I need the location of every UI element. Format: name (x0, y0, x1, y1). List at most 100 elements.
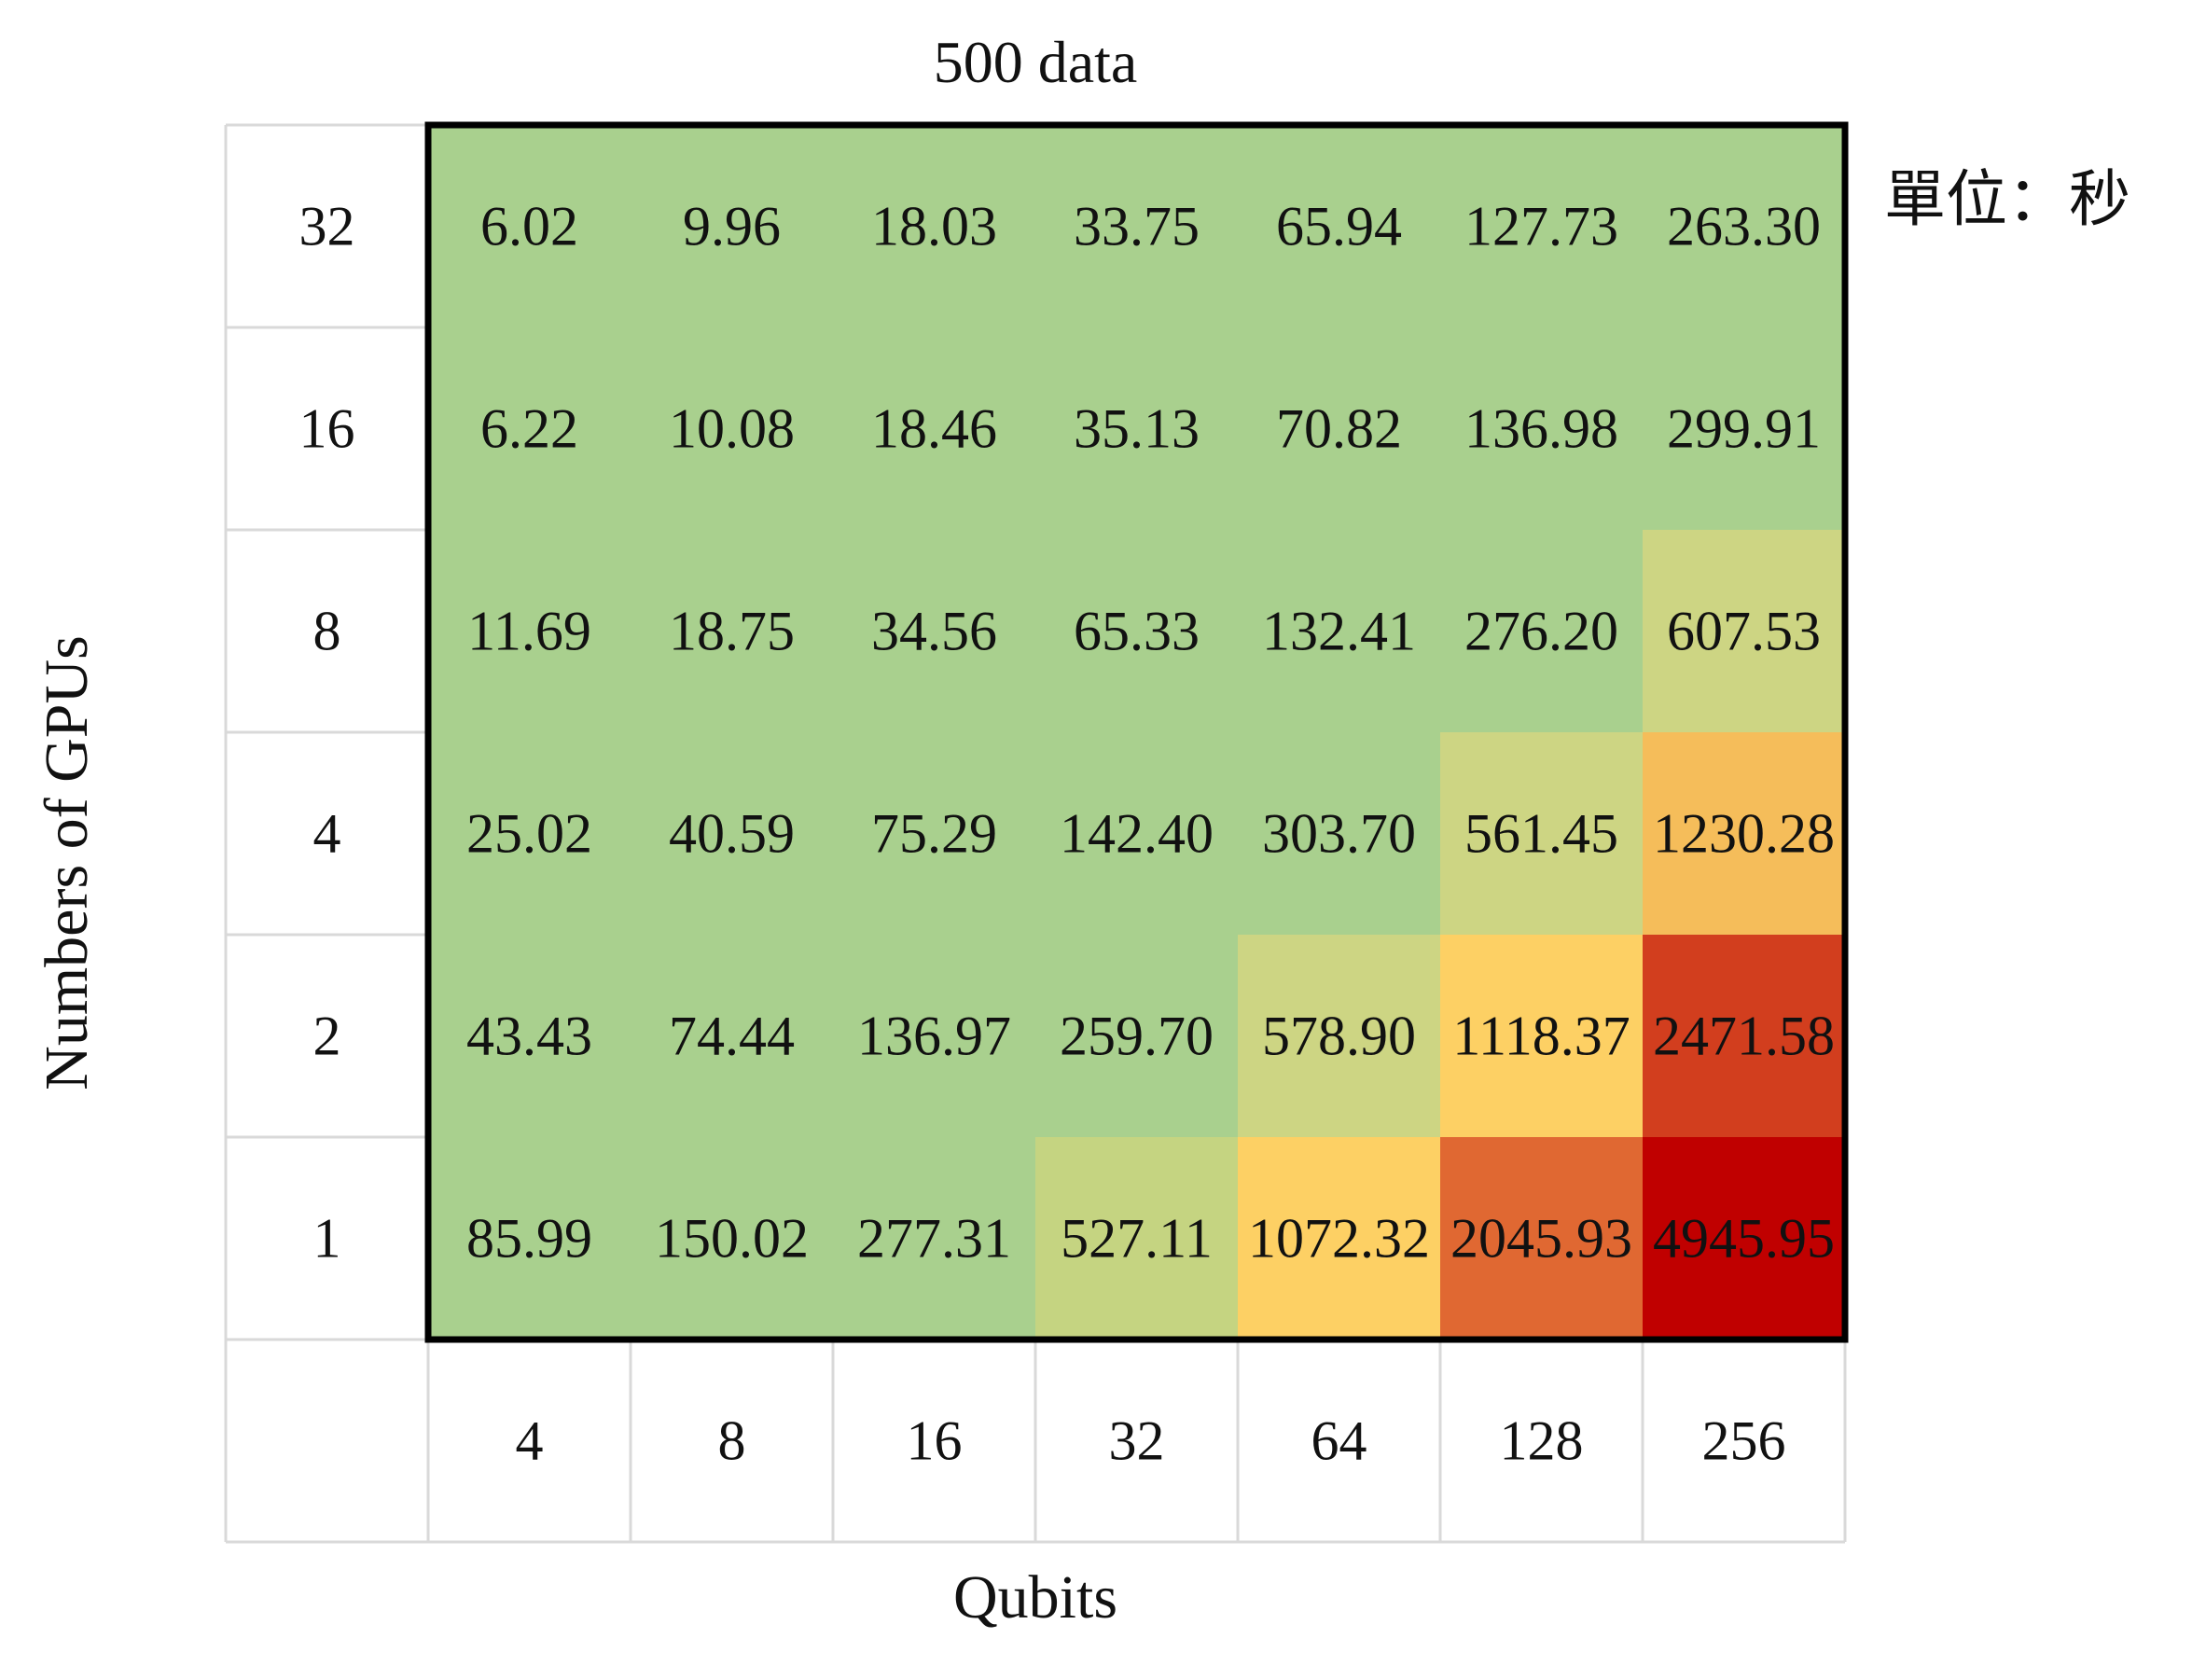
cell-value-label: 18.46 (871, 398, 997, 460)
cell-value-label: 527.11 (1061, 1208, 1213, 1270)
heatmap-cell (1643, 1137, 1846, 1340)
y-tick-label: 16 (299, 398, 355, 460)
cell-value-label: 65.33 (1074, 601, 1200, 662)
heatmap-cell (631, 327, 834, 531)
cell-value-label: 9.96 (683, 196, 781, 257)
heatmap-cell (833, 327, 1036, 531)
heatmap-cell (1643, 935, 1846, 1138)
y-tick-label: 1 (313, 1208, 341, 1270)
x-tick-label: 128 (1500, 1410, 1584, 1472)
cell-value-label: 6.22 (480, 398, 578, 460)
heatmap-cell (833, 125, 1036, 328)
cell-value-label: 136.98 (1464, 398, 1618, 460)
heatmap-cell (1238, 935, 1441, 1138)
heatmap-cell (833, 530, 1036, 733)
cell-value-label: 259.70 (1060, 1006, 1214, 1067)
heatmap-cell (1238, 327, 1441, 531)
heatmap-cell (1238, 125, 1441, 328)
cell-value-label: 561.45 (1464, 803, 1618, 865)
cell-value-label: 18.75 (669, 601, 795, 662)
cell-value-label: 74.44 (669, 1006, 795, 1067)
chart-title: 500 data (933, 29, 1138, 95)
heatmap-cell (1035, 935, 1239, 1138)
heatmap-cell (1440, 125, 1644, 328)
y-tick-label: 32 (299, 196, 355, 257)
heatmap-cell (833, 1137, 1036, 1340)
cell-value-label: 2045.93 (1450, 1208, 1632, 1270)
cell-value-label: 578.90 (1262, 1006, 1416, 1067)
x-tick-label: 16 (907, 1410, 963, 1472)
cell-value-label: 33.75 (1074, 196, 1200, 257)
cell-value-label: 607.53 (1667, 601, 1821, 662)
heatmap-cell (1238, 530, 1441, 733)
cell-value-label: 18.03 (871, 196, 997, 257)
heatmap-cell (1440, 935, 1644, 1138)
cell-value-label: 299.91 (1667, 398, 1821, 460)
heatmap-cell (428, 935, 631, 1138)
heatmap-cell (1440, 327, 1644, 531)
heatmap-cell (1035, 1137, 1239, 1340)
heatmap-cell (833, 935, 1036, 1138)
x-tick-label: 8 (718, 1410, 746, 1472)
cell-value-label: 2471.58 (1653, 1006, 1835, 1067)
cell-value-label: 4945.95 (1653, 1208, 1835, 1270)
heatmap-cell (631, 125, 834, 328)
heatmap-cell (1643, 732, 1846, 936)
cell-value-label: 6.02 (480, 196, 578, 257)
cell-value-label: 303.70 (1262, 803, 1416, 865)
cell-value-label: 40.59 (669, 803, 795, 865)
x-tick-label: 64 (1311, 1410, 1367, 1472)
y-tick-label: 2 (313, 1006, 341, 1067)
cell-value-label: 10.08 (669, 398, 795, 460)
heatmap-cell (1238, 732, 1441, 936)
cell-value-label: 85.99 (466, 1208, 592, 1270)
cell-value-label: 1118.37 (1452, 1006, 1630, 1067)
cell-value-label: 75.29 (871, 803, 997, 865)
cell-value-label: 132.41 (1262, 601, 1416, 662)
y-tick-label: 8 (313, 601, 341, 662)
heatmap-cell (1643, 530, 1846, 733)
heatmap-cell (1035, 125, 1239, 328)
unit-label: 單位：秒 (1884, 163, 2130, 235)
heatmap-cell (1035, 732, 1239, 936)
heatmap-cell (631, 530, 834, 733)
heatmap-cell (1238, 1137, 1441, 1340)
cell-value-label: 1230.28 (1653, 803, 1835, 865)
cell-value-label: 142.40 (1060, 803, 1214, 865)
heatmap-cell (1440, 732, 1644, 936)
heatmap-cell (428, 1137, 631, 1340)
heatmap-border (424, 121, 1849, 1343)
heatmap-cell (1035, 327, 1239, 531)
cell-value-label: 277.31 (857, 1208, 1011, 1270)
heatmap-cell (1643, 327, 1846, 531)
cell-value-label: 43.43 (466, 1006, 592, 1067)
y-tick-label: 4 (313, 803, 341, 865)
cell-value-label: 25.02 (466, 803, 592, 865)
cell-value-label: 136.97 (857, 1006, 1011, 1067)
cell-value-label: 34.56 (871, 601, 997, 662)
x-tick-label: 32 (1109, 1410, 1165, 1472)
cell-value-label: 1072.32 (1248, 1208, 1430, 1270)
cell-value-label: 127.73 (1464, 196, 1618, 257)
cell-value-label: 263.30 (1667, 196, 1821, 257)
heatmap-cell (631, 732, 834, 936)
cell-value-label: 11.69 (467, 601, 591, 662)
heatmap-cell (428, 327, 631, 531)
cell-value-label: 65.94 (1276, 196, 1402, 257)
heatmap-cell (1440, 530, 1644, 733)
tick-labels: 6.02 9.96 18.03 33.75 65.94 127.73 263.30 6.22 1… (299, 196, 1836, 1472)
cell-value-label: 276.20 (1464, 601, 1618, 662)
heatmap-cell (1440, 1137, 1644, 1340)
cell-value-label: 70.82 (1276, 398, 1402, 460)
heatmap-cells (428, 125, 1846, 1340)
x-axis-label: Qubits (952, 1563, 1118, 1631)
x-tick-label: 4 (516, 1410, 544, 1472)
heatmap-cell (631, 935, 834, 1138)
cell-value-label: 150.02 (655, 1208, 809, 1270)
heatmap-cell (833, 732, 1036, 936)
heatmap-cell (428, 530, 631, 733)
heatmap-outline (424, 121, 1849, 1343)
heatmap-cell (1643, 125, 1846, 328)
heatmap-cell (631, 1137, 834, 1340)
